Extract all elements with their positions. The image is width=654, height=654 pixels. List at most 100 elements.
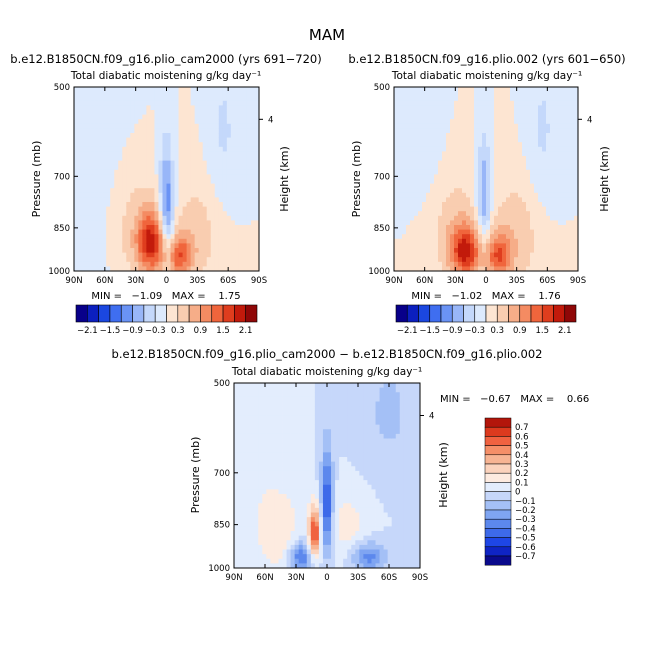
heatmap-cell (262, 410, 267, 416)
heatmap-cell (322, 517, 328, 523)
heatmap-cell (558, 174, 563, 180)
heatmap-cell (514, 183, 519, 189)
heatmap-cell (343, 429, 348, 435)
heatmap-cell (226, 220, 232, 226)
heatmap-cell (98, 238, 103, 244)
heatmap-cell (162, 225, 167, 230)
heatmap-cell (450, 151, 455, 157)
heatmap-cell (550, 105, 555, 111)
heatmap-cell (246, 475, 251, 481)
heatmap-cell (570, 105, 575, 111)
heatmap-cell (102, 169, 107, 175)
heatmap-cell (106, 151, 111, 157)
heatmap-cell (566, 160, 571, 166)
heatmap-cell (331, 521, 336, 527)
heatmap-cell (422, 234, 427, 240)
heatmap-cell (546, 188, 551, 194)
heatmap-cell (78, 174, 83, 180)
heatmap-cell (438, 261, 443, 267)
heatmap-cell (438, 160, 443, 166)
heatmap-cell (414, 234, 419, 240)
heatmap-cell (170, 243, 175, 249)
heatmap-cell (270, 494, 275, 500)
heatmap-cell (490, 192, 495, 198)
heatmap-cell (186, 220, 192, 226)
heatmap-cell (434, 169, 439, 175)
heatmap-cell (270, 544, 275, 550)
x-tick-label: 90N (65, 276, 82, 286)
heatmap-cell (246, 96, 252, 102)
heatmap-cell (238, 489, 243, 495)
heatmap-cell (530, 238, 535, 244)
heatmap-cell (154, 100, 159, 106)
heatmap-cell (242, 387, 247, 393)
heatmap-cell (542, 91, 547, 97)
heatmap-cell (566, 248, 571, 253)
heatmap-cell (442, 215, 447, 221)
heatmap-cell (130, 183, 135, 189)
heatmap-cell (254, 151, 260, 157)
heatmap-cell (538, 243, 543, 249)
heatmap-cell (122, 87, 127, 92)
heatmap-cell (122, 174, 127, 180)
heatmap-cell (310, 507, 316, 513)
heatmap-cell (246, 433, 251, 439)
heatmap-cell (106, 202, 111, 207)
heatmap-cell (347, 401, 352, 407)
heatmap-cell (438, 188, 443, 194)
heatmap-cell (250, 87, 256, 92)
heatmap-cell (130, 202, 135, 207)
heatmap-cell (162, 202, 167, 207)
heatmap-cell (335, 433, 340, 439)
heatmap-cell (190, 206, 196, 212)
heatmap-cell (250, 526, 255, 532)
heatmap-cell (470, 174, 475, 180)
heatmap-cell (522, 128, 527, 134)
heatmap-cell (182, 123, 188, 129)
heatmap-cell (294, 535, 300, 541)
heatmap-cell (190, 133, 196, 138)
heatmap-cell (318, 383, 324, 389)
heatmap-cell (110, 174, 115, 180)
heatmap-cell (250, 183, 256, 189)
heatmap-cell (526, 192, 531, 198)
heatmap-cell (182, 156, 188, 161)
heatmap-cell (502, 202, 507, 207)
heatmap-cell (126, 119, 131, 125)
heatmap-cell (454, 128, 459, 134)
heatmap-cell (514, 238, 519, 244)
heatmap-cell (558, 197, 563, 203)
heatmap-cell (298, 401, 304, 407)
heatmap-cell (558, 87, 563, 92)
heatmap-cell (226, 114, 232, 120)
heatmap-cell (402, 229, 407, 235)
heatmap-cell (190, 165, 196, 171)
heatmap-cell (550, 257, 555, 263)
heatmap-cell (150, 128, 155, 134)
heatmap-cell (246, 234, 252, 240)
heatmap-cell (182, 91, 188, 97)
heatmap-cell (242, 475, 247, 481)
heatmap-cell (262, 498, 267, 504)
heatmap-cell (170, 192, 175, 198)
heatmap-cell (466, 105, 471, 111)
heatmap-cell (278, 517, 283, 523)
heatmap-cell (206, 211, 212, 217)
heatmap-cell (246, 392, 251, 398)
heatmap-cell (538, 179, 543, 184)
heatmap-cell (314, 443, 320, 449)
heatmap-cell (454, 151, 459, 157)
heatmap-cell (234, 160, 240, 166)
heatmap-cell (286, 503, 292, 509)
heatmap-cell (246, 183, 252, 189)
heatmap-cell (246, 406, 251, 412)
heatmap-cell (234, 549, 239, 555)
heatmap-cell (522, 266, 527, 272)
heatmap-cell (430, 257, 435, 263)
heatmap-cell (339, 484, 344, 490)
heatmap-cell (558, 142, 563, 148)
heatmap-cell (534, 110, 539, 115)
heatmap-cell (398, 192, 403, 198)
heatmap-cell (490, 169, 495, 175)
heatmap-cell (494, 188, 499, 194)
